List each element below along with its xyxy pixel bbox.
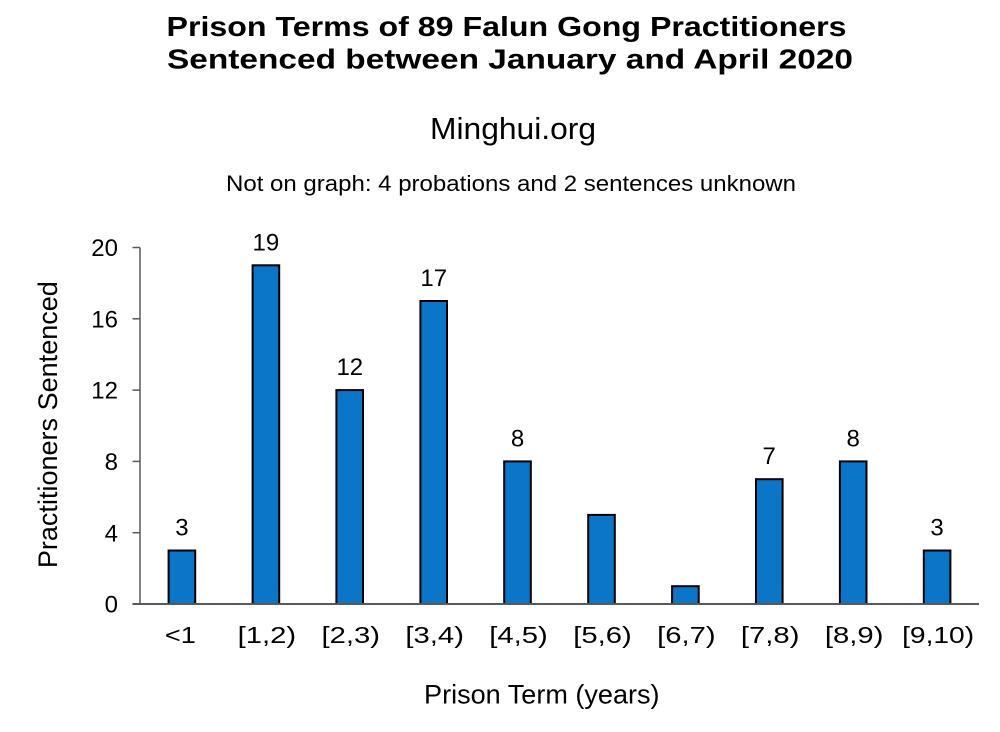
svg-text:8: 8 [105, 449, 118, 476]
svg-text:Sentenced between January and: Sentenced between January and April 2020 [167, 44, 853, 75]
svg-text:<1: <1 [165, 622, 196, 648]
svg-text:0: 0 [105, 592, 118, 619]
svg-text:[7,8): [7,8) [741, 622, 800, 648]
svg-text:7: 7 [763, 443, 776, 470]
svg-text:[5,6): [5,6) [573, 622, 632, 648]
svg-text:3: 3 [930, 515, 943, 542]
svg-text:[4,5): [4,5) [489, 622, 548, 648]
svg-text:19: 19 [253, 229, 280, 256]
svg-text:8: 8 [511, 425, 524, 452]
svg-text:3: 3 [175, 515, 188, 542]
svg-text:Prison Term (years): Prison Term (years) [424, 680, 660, 710]
svg-text:[6,7): [6,7) [657, 622, 716, 648]
svg-text:12: 12 [91, 378, 118, 405]
svg-text:[2,3): [2,3) [322, 622, 381, 648]
svg-text:[1,2): [1,2) [238, 622, 297, 648]
svg-text:12: 12 [336, 354, 363, 381]
svg-text:4: 4 [105, 520, 118, 547]
svg-text:Not on graph: 4 probations and: Not on graph: 4 probations and 2 sentenc… [226, 171, 796, 196]
svg-text:20: 20 [91, 235, 118, 262]
svg-text:8: 8 [847, 425, 860, 452]
svg-text:[8,9): [8,9) [825, 622, 884, 648]
svg-text:[3,4): [3,4) [405, 622, 464, 648]
svg-text:17: 17 [420, 265, 447, 292]
svg-text:Practitioners Sentenced: Practitioners Sentenced [33, 281, 63, 568]
svg-text:Prison Terms of 89 Falun Gong: Prison Terms of 89 Falun Gong Practition… [167, 11, 847, 42]
svg-text:16: 16 [91, 306, 118, 333]
svg-text:Minghui.org: Minghui.org [430, 111, 596, 146]
svg-text:[9,10): [9,10) [902, 622, 974, 648]
